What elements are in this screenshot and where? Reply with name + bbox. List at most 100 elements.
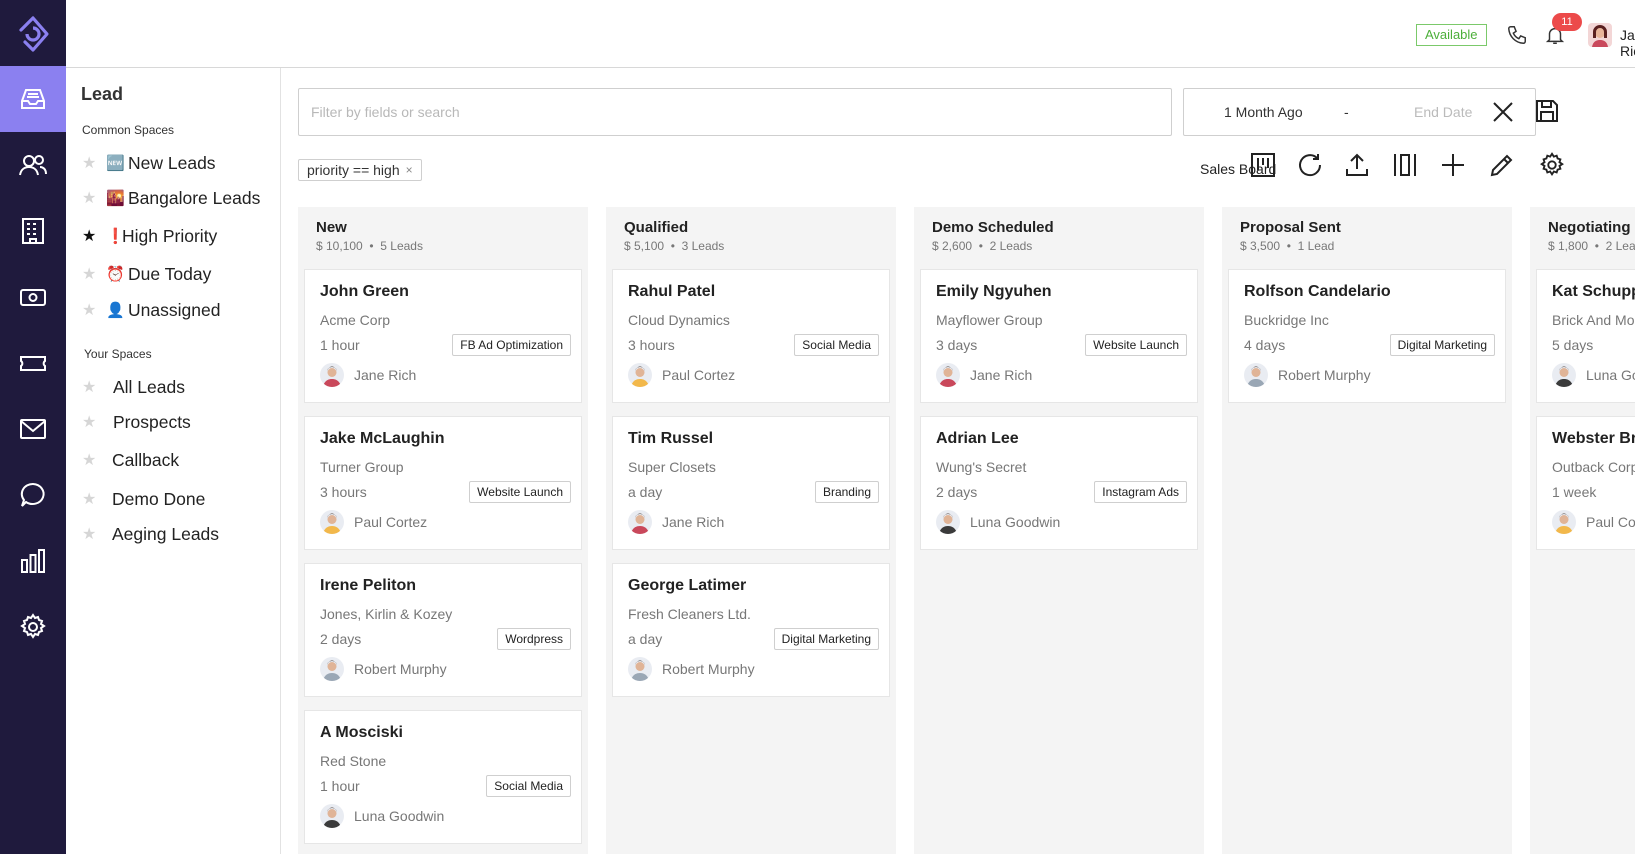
lead-tag[interactable]: FB Ad Optimization [452, 334, 571, 356]
user-avatar[interactable] [1588, 23, 1612, 47]
user-name[interactable]: Jane Rich [1620, 27, 1635, 59]
column-title: Proposal Sent [1240, 219, 1341, 236]
start-date[interactable]: 1 Month Ago [1224, 104, 1303, 120]
sidebar-item-due-today[interactable]: ★ ⏰ Due Today [82, 261, 211, 287]
add-icon[interactable] [1437, 149, 1469, 181]
lead-tag[interactable]: Digital Marketing [773, 628, 879, 650]
sidebar-item-all-leads[interactable]: ★ All Leads [82, 374, 185, 400]
tickets-icon[interactable] [0, 330, 66, 396]
columns-icon[interactable] [1389, 149, 1421, 181]
owner-name: Paul Cortez [354, 514, 428, 530]
lead-tag[interactable]: Instagram Ads [1094, 481, 1187, 503]
star-icon[interactable]: ★ [82, 491, 97, 508]
sidebar-item-label: Prospects [113, 411, 191, 432]
lead-company: Fresh Cleaners Ltd. [628, 606, 751, 622]
star-icon[interactable]: ★ [82, 379, 97, 396]
lead-card[interactable]: A Mosciski Red Stone 1 hour Social Media… [304, 710, 582, 844]
lead-tag[interactable]: Wordpress [497, 628, 571, 650]
deals-icon[interactable] [0, 264, 66, 330]
sidebar-item-unassigned[interactable]: ★ 👤 Unassigned [82, 297, 220, 323]
lead-card[interactable]: Kat Schuppe Brick And Mortar 5 days Luna… [1536, 269, 1635, 403]
kanban-view-icon[interactable] [1247, 149, 1279, 181]
person-emoji-icon: 👤 [106, 302, 125, 319]
lead-company: Buckridge Inc [1244, 312, 1329, 328]
lead-tag[interactable]: Digital Marketing [1389, 334, 1495, 356]
column-negotiating: Negotiating $ 1,800 • 2 Leads Kat Schupp… [1530, 207, 1635, 854]
availability-status[interactable]: Available [1416, 24, 1487, 46]
column-title: Qualified [624, 219, 689, 236]
lead-card[interactable]: Tim Russel Super Closets a day Branding … [612, 416, 890, 550]
owner-name: Robert Murphy [354, 661, 447, 677]
lead-card[interactable]: Adrian Lee Wung's Secret 2 days Instagra… [920, 416, 1198, 550]
chip-close-icon[interactable]: × [405, 163, 413, 177]
settings-icon[interactable] [0, 594, 66, 660]
star-icon[interactable]: ★ [82, 302, 97, 319]
sidebar-item-label: Demo Done [112, 488, 206, 509]
star-icon[interactable]: ★ [82, 414, 97, 431]
column-summary: $ 3,500 • 1 Lead [1240, 239, 1335, 253]
sidebar-item-new-leads[interactable]: ★ 🆕 New Leads [82, 150, 216, 176]
owner-name: Luna Goodwin [970, 514, 1061, 530]
lead-tag[interactable]: Branding [814, 481, 879, 503]
upload-icon[interactable] [1341, 149, 1373, 181]
companies-icon[interactable] [0, 198, 66, 264]
sidebar-item-bangalore-leads[interactable]: ★ 🌇 Bangalore Leads [82, 185, 260, 211]
sidebar-item-callback[interactable]: ★ Callback [82, 447, 179, 473]
lead-card[interactable]: Irene Peliton Jones, Kirlin & Kozey 2 da… [304, 563, 582, 697]
star-icon[interactable]: ★ [82, 266, 97, 283]
lead-age: 4 days [1244, 337, 1286, 353]
sidebar-item-aeging-leads[interactable]: ★ Aeging Leads [82, 521, 219, 547]
lead-age: 3 days [936, 337, 978, 353]
column-amount: $ 5,100 [624, 239, 665, 253]
mail-icon[interactable] [0, 396, 66, 462]
star-icon[interactable]: ★ [82, 452, 97, 469]
star-icon[interactable]: ★ [82, 526, 97, 543]
date-range-picker[interactable]: 1 Month Ago - End Date [1183, 88, 1536, 136]
lead-tag[interactable]: Social Media [486, 775, 571, 797]
filter-chip[interactable]: priority == high × [298, 159, 422, 181]
phone-icon[interactable] [1506, 24, 1528, 46]
sidebar-item-prospects[interactable]: ★ Prospects [82, 409, 191, 435]
lead-card[interactable]: Rahul Patel Cloud Dynamics 3 hours Socia… [612, 269, 890, 403]
board-settings-icon[interactable] [1536, 149, 1568, 181]
lead-tag[interactable]: Website Launch [1085, 334, 1187, 356]
owner-avatar [320, 363, 344, 387]
lead-tag[interactable]: Website Launch [469, 481, 571, 503]
chat-icon[interactable] [0, 462, 66, 528]
end-date-placeholder[interactable]: End Date [1414, 104, 1473, 120]
app-logo-icon[interactable] [0, 0, 66, 68]
lead-name: Irene Peliton [320, 577, 417, 594]
column-amount: $ 10,100 [316, 239, 363, 253]
lead-card[interactable]: Jake McLaughin Turner Group 3 hours Webs… [304, 416, 582, 550]
lead-card[interactable]: Webster Brekke Outback Corp 1 week Paul … [1536, 416, 1635, 550]
star-icon[interactable]: ★ [82, 190, 97, 207]
contacts-icon[interactable] [0, 132, 66, 198]
lead-tag[interactable]: Social Media [794, 334, 879, 356]
owner-name: Jane Rich [970, 367, 1033, 383]
sidebar-item-label: Bangalore Leads [128, 187, 261, 208]
sidebar-item-demo-done[interactable]: ★ Demo Done [82, 486, 205, 512]
lead-company: Turner Group [320, 459, 404, 475]
lead-card[interactable]: Emily Ngyuhen Mayflower Group 3 days Web… [920, 269, 1198, 403]
column-summary: $ 10,100 • 5 Leads [316, 239, 423, 253]
owner-avatar [1552, 363, 1576, 387]
refresh-icon[interactable] [1294, 149, 1326, 181]
column-count: 1 Lead [1297, 239, 1335, 253]
star-icon[interactable]: ★ [82, 155, 97, 172]
lead-name: George Latimer [628, 577, 747, 594]
reports-icon[interactable] [0, 528, 66, 594]
column-amount: $ 1,800 [1548, 239, 1589, 253]
lead-age: 2 days [936, 484, 978, 500]
filter-search-input[interactable] [298, 88, 1172, 136]
close-icon[interactable] [1488, 97, 1518, 127]
lead-card[interactable]: Rolfson Candelario Buckridge Inc 4 days … [1228, 269, 1506, 403]
lead-card[interactable]: George Latimer Fresh Cleaners Ltd. a day… [612, 563, 890, 697]
edit-pencil-icon[interactable] [1486, 149, 1518, 181]
leads-inbox-icon[interactable] [0, 66, 66, 132]
star-filled-icon[interactable]: ★ [82, 228, 97, 245]
sidebar-item-high-priority[interactable]: ★ ❗ High Priority [82, 223, 217, 249]
common-spaces-label: Common Spaces [82, 123, 175, 137]
sidebar-item-label: Due Today [128, 263, 212, 284]
save-icon[interactable] [1531, 95, 1563, 127]
lead-card[interactable]: John Green Acme Corp 1 hour FB Ad Optimi… [304, 269, 582, 403]
